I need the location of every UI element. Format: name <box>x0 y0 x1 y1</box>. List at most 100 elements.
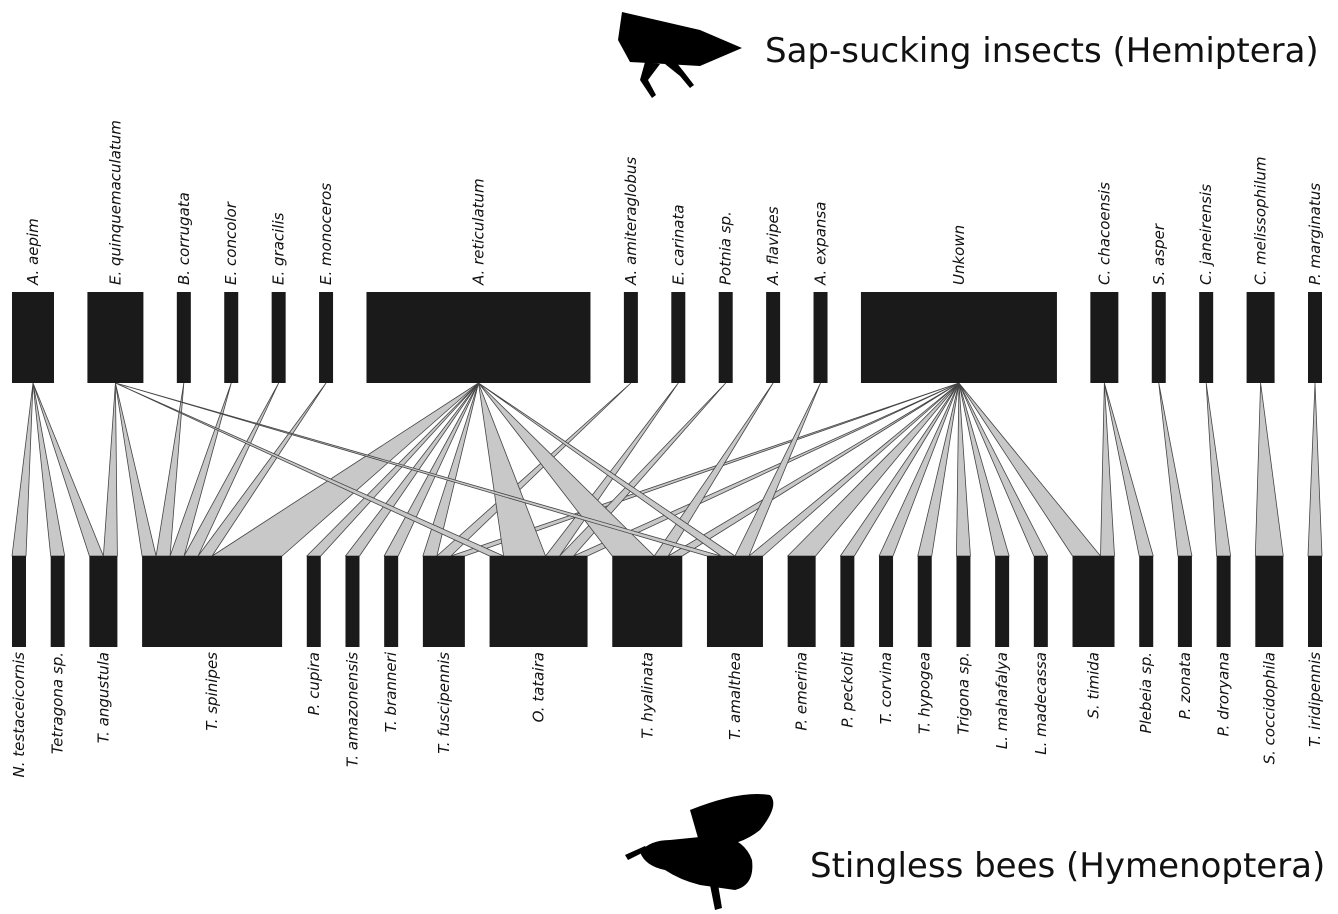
top-node <box>1152 292 1166 383</box>
top-label: Potnia sp. <box>717 211 735 285</box>
bottom-label: N. testaceicornis <box>10 652 28 778</box>
top-node <box>1247 292 1275 383</box>
bottom-node <box>612 556 682 647</box>
links <box>12 383 1322 556</box>
top-title: Sap-sucking insects (Hemiptera) <box>765 31 1319 71</box>
top-label: E. gracilis <box>270 212 288 285</box>
top-label: A. flavipes <box>764 206 782 286</box>
bottom-label: T. branneri <box>382 651 400 732</box>
bottom-node <box>345 556 359 647</box>
bottom-node <box>142 556 282 647</box>
bottom-label: Trigona sp. <box>954 652 972 735</box>
bottom-node <box>918 556 932 647</box>
top-node <box>624 292 638 383</box>
bottom-label: P. peckolti <box>838 651 856 727</box>
top-label: E. quinquemaculatum <box>106 120 124 285</box>
top-label: E. monoceros <box>317 183 335 285</box>
bottom-node <box>840 556 854 647</box>
bottom-label: P. cupira <box>305 652 323 715</box>
link <box>1308 383 1322 556</box>
top-node <box>814 292 828 383</box>
bottom-label: T. corvina <box>877 652 895 724</box>
link <box>1159 383 1192 556</box>
bottom-label: T. amalthea <box>726 652 744 740</box>
top-label: C. melissophilum <box>1252 157 1270 285</box>
top-node <box>1199 292 1213 383</box>
link <box>103 383 117 556</box>
top-node <box>224 292 238 383</box>
link <box>115 383 156 556</box>
top-label: Unkown <box>950 225 968 285</box>
bottom-node <box>307 556 321 647</box>
bottom-label: T. hyalinata <box>638 652 656 739</box>
bottom-label: Plebeia sp. <box>1137 652 1155 733</box>
bottom-node <box>788 556 816 647</box>
bottom-label: T. angustula <box>94 652 112 743</box>
bottom-node <box>490 556 588 647</box>
top-label: A. expansa <box>812 202 830 286</box>
bottom-node <box>995 556 1009 647</box>
bottom-node <box>1217 556 1231 647</box>
top-node <box>766 292 780 383</box>
bottom-label: P. emerina <box>793 652 811 731</box>
top-node <box>12 292 54 383</box>
top-node <box>366 292 590 383</box>
network-diagram: Sap-sucking insects (Hemiptera) Stingles… <box>0 0 1338 914</box>
top-label: B. corrugata <box>175 192 193 285</box>
link <box>1206 383 1230 556</box>
top-node <box>861 292 1057 383</box>
bottom-node <box>1308 556 1322 647</box>
bottom-label: T. fuscipennis <box>435 652 453 754</box>
top-label: C. chacoensis <box>1095 182 1113 285</box>
top-node <box>1308 292 1322 383</box>
top-node <box>272 292 286 383</box>
bottom-node <box>1255 556 1283 647</box>
bottom-label: S. coccidophila <box>1260 652 1278 764</box>
top-label: E. carinata <box>669 204 687 285</box>
top-node <box>319 292 333 383</box>
bottom-node <box>1178 556 1192 647</box>
link <box>1101 383 1115 556</box>
bottom-label: L. mahafalya <box>993 652 1011 749</box>
bottom-label: Tetragona sp. <box>49 652 67 754</box>
bottom-label: T. spinipes <box>203 652 221 731</box>
top-label: A. amiteraglobus <box>622 157 640 286</box>
top-node <box>1090 292 1118 383</box>
link <box>1255 383 1283 556</box>
link <box>12 383 33 556</box>
bottom-node <box>1073 556 1115 647</box>
top-label: A. reticulatum <box>469 178 487 286</box>
top-label: S. asper <box>1150 223 1168 285</box>
bottom-node <box>51 556 65 647</box>
link <box>33 383 65 556</box>
top-node <box>719 292 733 383</box>
bottom-node <box>423 556 465 647</box>
bottom-label: P. zonata <box>1176 652 1194 719</box>
top-label: A. aepim <box>24 218 42 286</box>
link <box>735 383 821 556</box>
bottom-label: P. droryana <box>1215 652 1233 736</box>
bottom-label: O. tataira <box>530 652 548 722</box>
top-node <box>177 292 191 383</box>
top-label: E. concolor <box>222 201 240 285</box>
link <box>959 383 1048 556</box>
bottom-node <box>1034 556 1048 647</box>
top-node <box>87 292 143 383</box>
bottom-label: T. amazonensis <box>343 652 361 767</box>
bottom-label: T. iridipennis <box>1306 652 1324 747</box>
top-label: P. marginatus <box>1306 183 1324 285</box>
top-label: C. janeirensis <box>1197 184 1215 285</box>
bottom-label: T. hypogea <box>916 652 934 734</box>
link <box>956 383 970 556</box>
bottom-node <box>12 556 26 647</box>
bottom-node <box>384 556 398 647</box>
bottom-node <box>879 556 893 647</box>
top-node <box>671 292 685 383</box>
bottom-title: Stingless bees (Hymenoptera) <box>810 846 1325 886</box>
bottom-node <box>89 556 117 647</box>
hemiptera-icon <box>618 12 742 98</box>
bee-icon <box>625 794 773 910</box>
bottom-node <box>956 556 970 647</box>
bottom-node <box>1139 556 1153 647</box>
bottom-label: L. madecassa <box>1032 652 1050 755</box>
